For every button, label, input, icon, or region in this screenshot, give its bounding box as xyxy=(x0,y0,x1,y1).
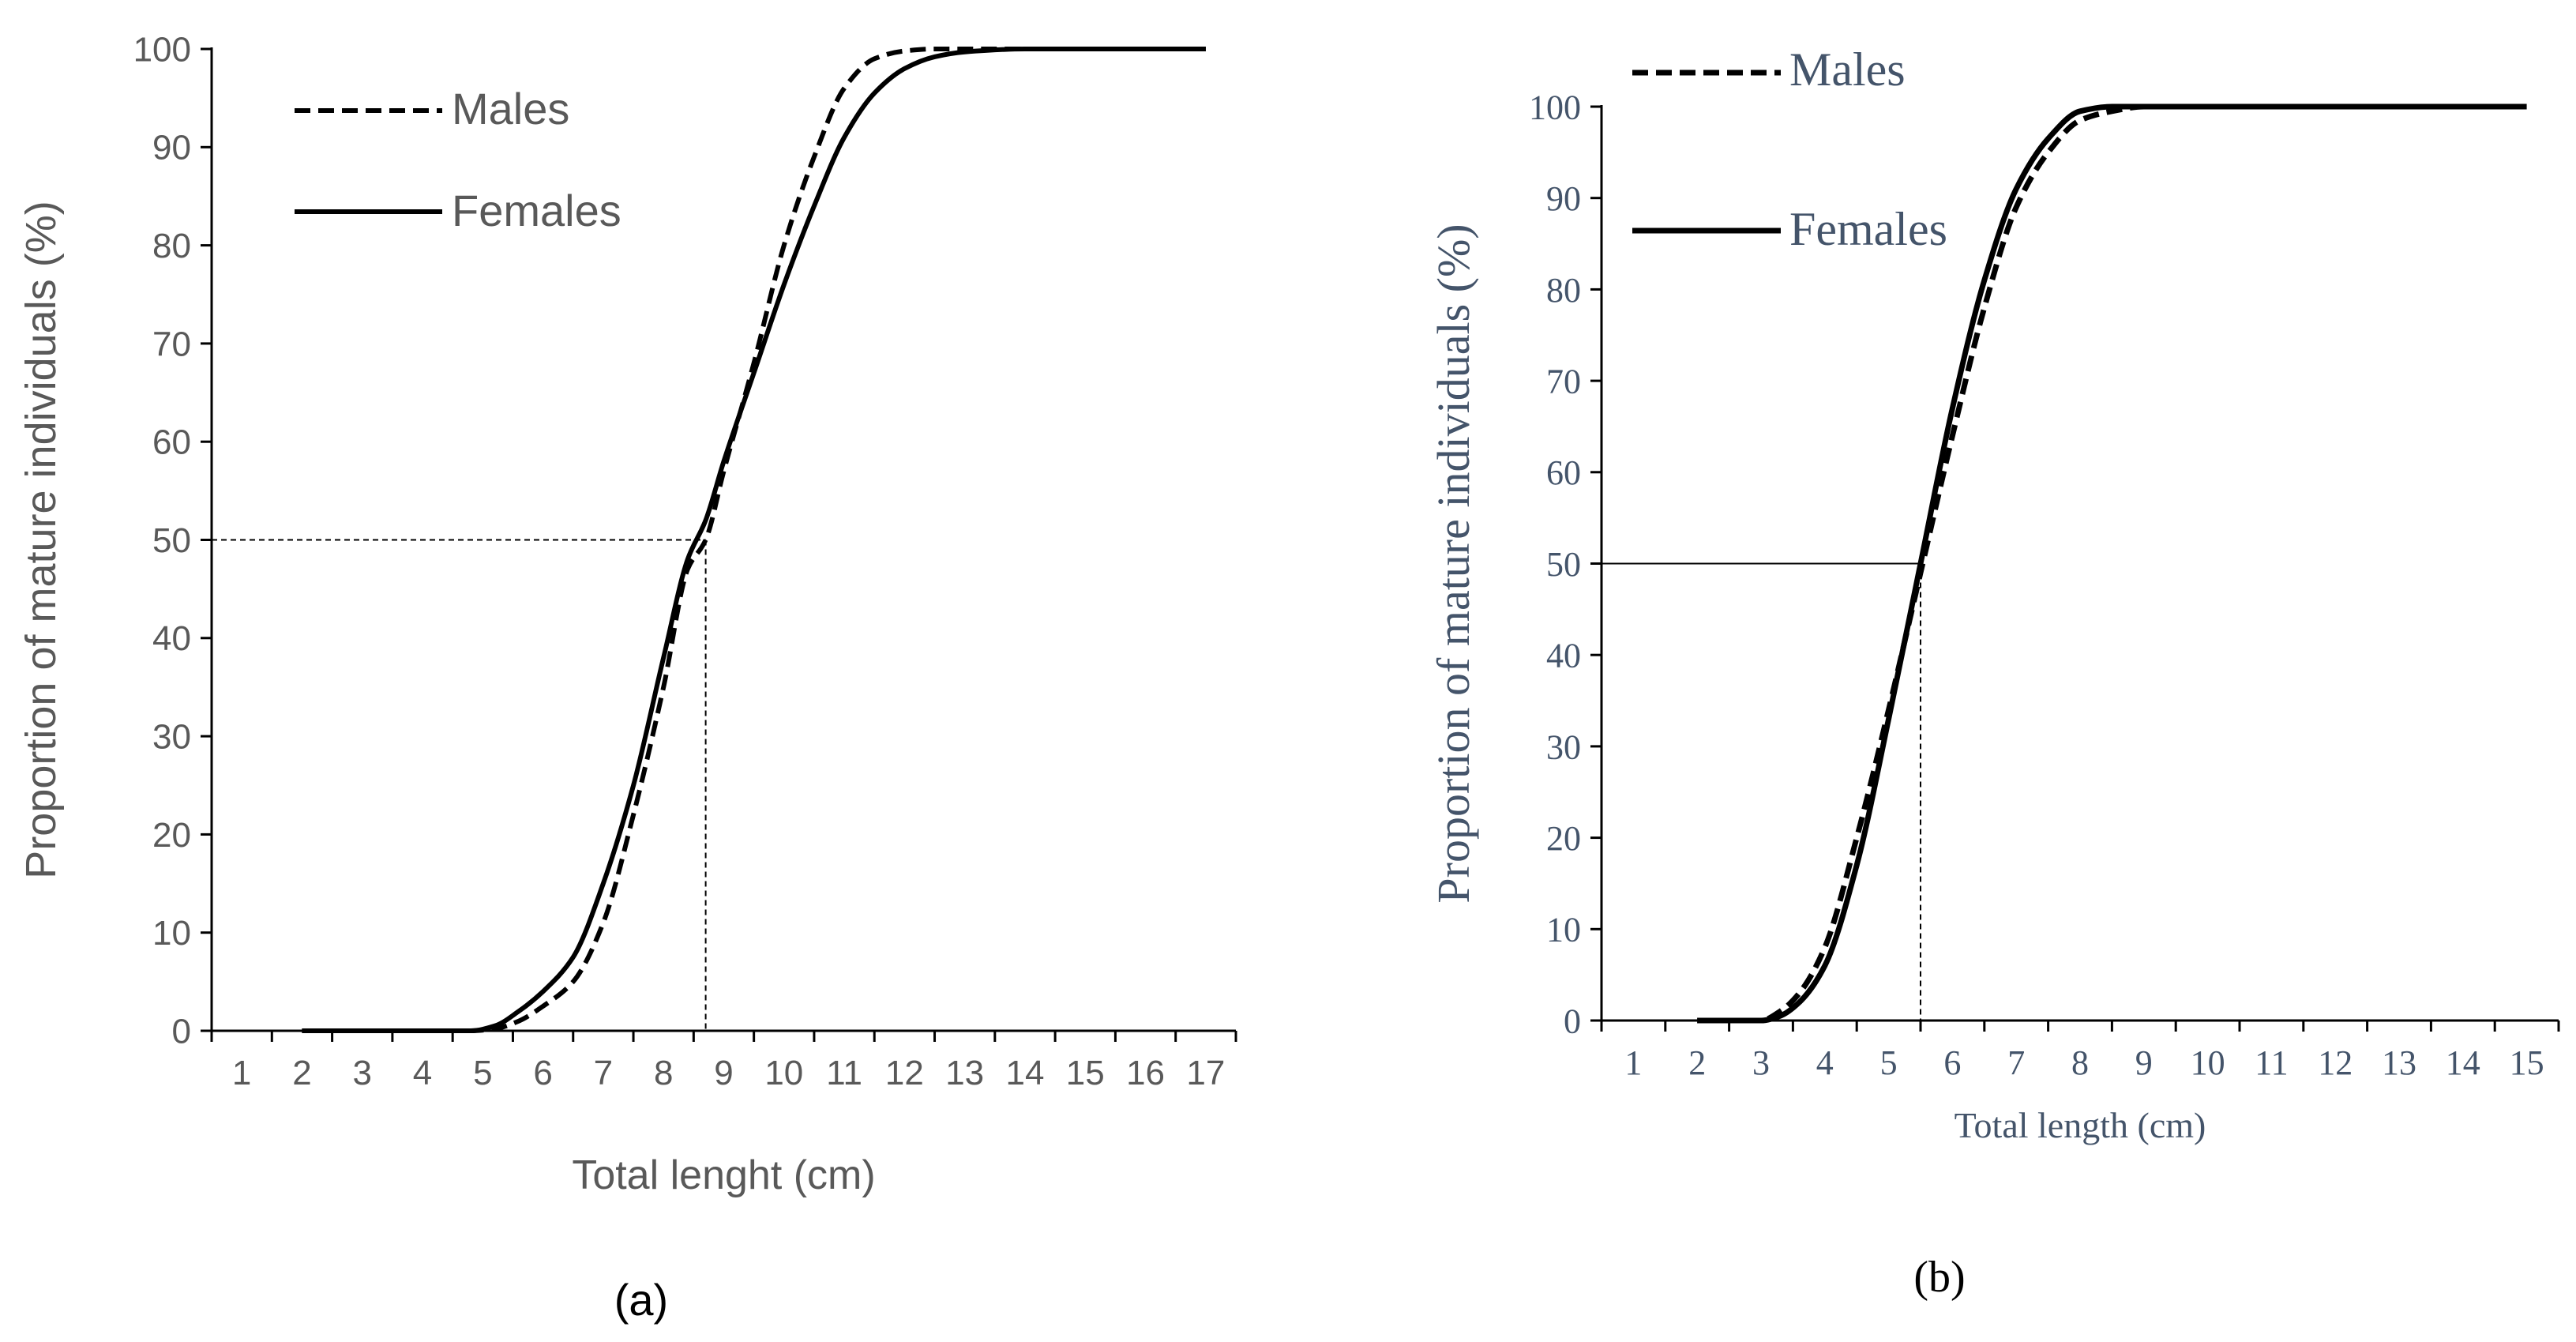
x-tick-label: 15 xyxy=(1066,1054,1105,1092)
x-tick-label: 5 xyxy=(1880,1043,1898,1082)
legend-males-label: Males xyxy=(1789,43,1906,96)
x-tick-label: 7 xyxy=(594,1054,613,1092)
x-tick-label: 10 xyxy=(2191,1043,2225,1082)
x-axis-title: Total lenght (cm) xyxy=(572,1152,875,1198)
y-axis-title: Proportion of mature individuals (%) xyxy=(17,201,65,878)
x-tick-label: 9 xyxy=(2135,1043,2153,1082)
x-tick-label: 6 xyxy=(1943,1043,1961,1082)
x-tick-label: 8 xyxy=(654,1054,673,1092)
x-tick-label: 14 xyxy=(2446,1043,2480,1082)
x-tick-label: 9 xyxy=(714,1054,733,1092)
y-tick-label: 40 xyxy=(152,619,191,658)
x-tick-label: 11 xyxy=(826,1054,862,1092)
x-tick-label: 10 xyxy=(764,1054,803,1092)
x-tick-label: 14 xyxy=(1005,1054,1044,1092)
x-tick-label: 7 xyxy=(2007,1043,2025,1082)
y-tick-label: 90 xyxy=(1546,179,1581,218)
y-tick-label: 70 xyxy=(152,325,191,363)
x-tick-label: 4 xyxy=(1816,1043,1834,1082)
x-axis-title: Total length (cm) xyxy=(1955,1105,2206,1145)
x-tick-label: 17 xyxy=(1186,1054,1225,1092)
panel-label: (a) xyxy=(614,1275,668,1325)
x-tick-label: 13 xyxy=(2382,1043,2416,1082)
y-tick-label: 70 xyxy=(1546,363,1581,401)
y-tick-label: 30 xyxy=(152,718,191,757)
y-tick-label: 50 xyxy=(152,521,191,560)
legend-females-label: Females xyxy=(452,186,621,235)
x-tick-label: 8 xyxy=(2071,1043,2089,1082)
y-tick-label: 20 xyxy=(152,816,191,855)
y-tick-label: 100 xyxy=(133,30,191,69)
legend-females-label: Females xyxy=(1789,203,1947,255)
x-tick-label: 4 xyxy=(413,1054,432,1092)
x-tick-label: 11 xyxy=(2255,1043,2288,1082)
x-tick-label: 12 xyxy=(885,1054,924,1092)
series-females-line xyxy=(302,46,1206,1033)
y-tick-label: 50 xyxy=(1546,545,1581,584)
y-tick-label: 20 xyxy=(1546,819,1581,858)
x-tick-label: 3 xyxy=(1752,1043,1770,1082)
y-tick-label: 60 xyxy=(1546,453,1581,492)
y-tick-label: 100 xyxy=(1529,88,1581,126)
y-tick-label: 40 xyxy=(1546,637,1581,675)
series-males-line xyxy=(302,46,1206,1033)
x-tick-label: 3 xyxy=(352,1054,371,1092)
y-tick-label: 0 xyxy=(1564,1002,1581,1040)
y-tick-label: 90 xyxy=(152,129,191,167)
y-tick-label: 60 xyxy=(152,423,191,462)
series-females-line xyxy=(1697,103,2527,1024)
y-tick-label: 0 xyxy=(172,1012,191,1051)
x-tick-label: 2 xyxy=(1688,1043,1706,1082)
y-tick-label: 10 xyxy=(1546,911,1581,949)
panel-label: (b) xyxy=(1913,1253,1965,1302)
x-tick-label: 12 xyxy=(2318,1043,2353,1082)
x-tick-label: 13 xyxy=(945,1054,984,1092)
y-tick-label: 30 xyxy=(1546,727,1581,766)
x-tick-label: 2 xyxy=(292,1054,311,1092)
x-tick-label: 1 xyxy=(1624,1043,1642,1082)
x-tick-label: 5 xyxy=(473,1054,492,1092)
x-tick-label: 16 xyxy=(1126,1054,1165,1092)
y-tick-label: 10 xyxy=(152,914,191,953)
y-tick-label: 80 xyxy=(1546,271,1581,310)
x-tick-label: 15 xyxy=(2510,1043,2544,1082)
x-tick-label: 1 xyxy=(232,1054,251,1092)
legend-males-label: Males xyxy=(452,84,569,133)
y-tick-label: 80 xyxy=(152,227,191,265)
y-axis-title: Proportion of mature individuals (%) xyxy=(1428,224,1479,903)
x-tick-label: 6 xyxy=(533,1054,552,1092)
